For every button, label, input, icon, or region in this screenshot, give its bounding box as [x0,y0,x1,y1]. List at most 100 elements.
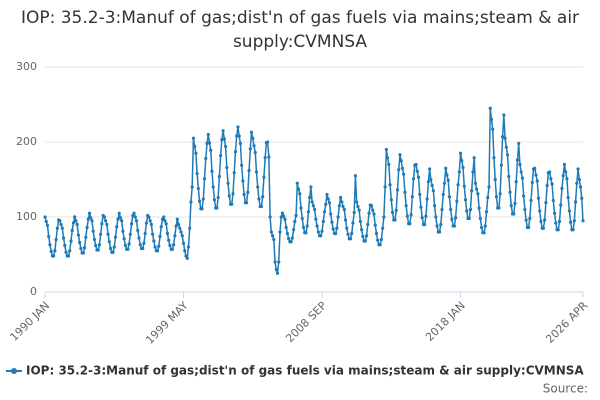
point [235,134,239,138]
point [279,215,283,219]
point [564,170,568,174]
point [60,226,64,230]
point [494,195,499,199]
point [446,178,450,182]
point [514,180,518,184]
point [468,207,473,212]
point [389,198,393,202]
point [373,223,377,227]
point [327,201,332,205]
point [576,167,580,171]
point [513,201,517,206]
point [159,225,163,229]
point [530,180,534,185]
point [467,216,471,221]
point [242,192,246,197]
point [227,194,231,198]
point [253,150,257,155]
point [533,166,537,170]
point [193,144,197,149]
point [493,177,497,182]
point [78,240,82,245]
point [463,198,468,202]
point [79,246,83,251]
point [526,225,531,230]
point [424,214,428,218]
point [423,222,427,227]
point [197,199,202,203]
point [416,175,421,179]
point [315,224,319,228]
point [165,231,170,236]
legend-label: IOP: 35.2-3:Manuf of gas;dist'n of gas f… [26,364,584,378]
point [509,204,513,208]
point [97,243,102,247]
point [43,215,47,219]
point [162,215,166,219]
point [84,235,88,239]
point [444,166,448,170]
point [497,206,501,210]
point [237,134,241,138]
point [311,204,315,208]
point [285,231,290,236]
point [310,200,314,204]
point [545,183,549,188]
point [147,215,151,219]
point [447,195,452,199]
point [170,247,174,251]
point [149,222,153,227]
point [300,216,304,221]
point [457,170,461,174]
point [337,204,341,208]
point [475,187,479,191]
y-tick-label: 0 [30,285,37,298]
point [289,240,293,244]
point [411,177,416,181]
point [581,219,585,223]
point [321,219,325,224]
point [461,165,465,170]
point [426,180,431,184]
point [431,189,435,193]
point [402,172,406,176]
point [244,201,249,205]
point [567,209,571,213]
point [247,168,251,173]
point [205,141,209,146]
point [94,243,98,248]
point [550,182,554,186]
point [335,226,339,230]
point [376,238,380,242]
point [575,181,579,185]
point [55,226,59,230]
point [155,249,160,253]
point [522,194,526,198]
point [397,168,401,172]
point [353,174,358,178]
point [341,204,345,209]
point [487,185,491,189]
point [316,230,320,234]
point [138,243,142,247]
point [519,170,523,174]
point [338,195,343,200]
point [47,234,51,239]
point [86,217,90,221]
point [268,215,272,219]
y-tick-label: 200 [16,135,37,148]
point [54,237,58,242]
point [219,153,223,158]
point [64,250,68,254]
point [153,245,157,249]
point [535,179,539,183]
point [472,156,476,160]
point [460,159,464,163]
point [320,229,324,233]
point [299,206,303,210]
point [201,197,205,201]
point [420,216,424,220]
point [471,170,475,174]
point [477,206,481,210]
point [167,238,171,242]
